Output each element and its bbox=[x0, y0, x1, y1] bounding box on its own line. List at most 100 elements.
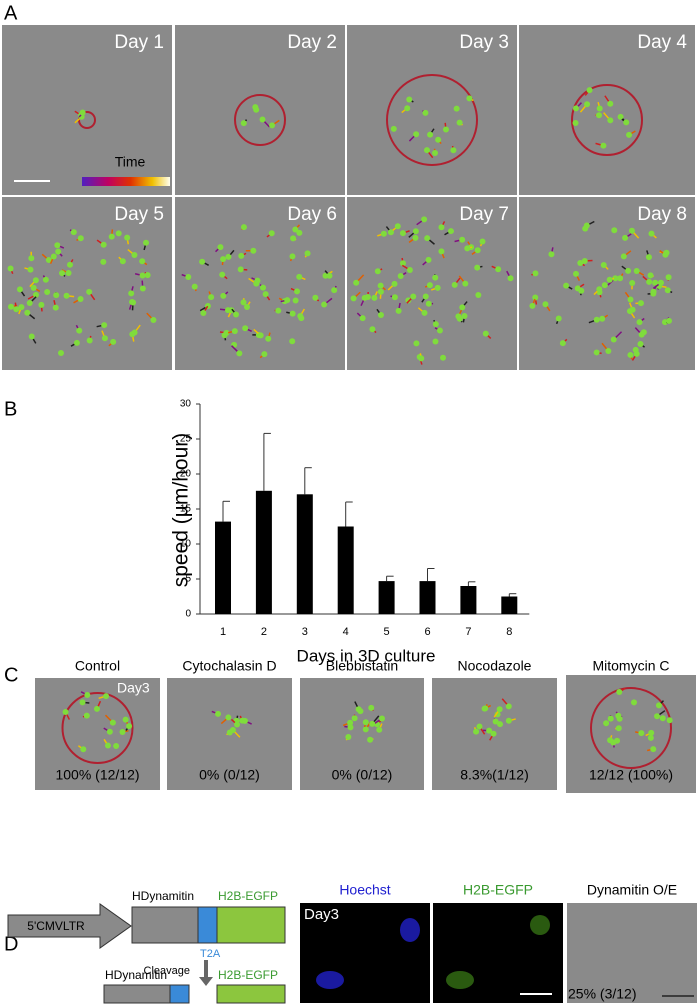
bar bbox=[378, 581, 395, 614]
cell bbox=[369, 720, 376, 727]
cell bbox=[638, 331, 645, 338]
cell bbox=[410, 293, 417, 300]
cell bbox=[432, 338, 439, 345]
cell bbox=[119, 258, 126, 265]
cell bbox=[462, 280, 469, 287]
cell bbox=[284, 297, 291, 304]
panel-label: D bbox=[4, 933, 18, 955]
cell bbox=[233, 311, 240, 318]
cell bbox=[647, 734, 654, 741]
image-day: Day3 bbox=[117, 680, 150, 696]
cell bbox=[646, 278, 653, 285]
cell bbox=[418, 355, 425, 362]
micrograph bbox=[566, 675, 696, 793]
gene-box bbox=[216, 906, 286, 944]
cell bbox=[412, 228, 419, 235]
panel-d: 5'CMVLTR HDynamitin H2B-EGFP T2A Cleavag… bbox=[7, 882, 697, 1004]
cell bbox=[626, 308, 633, 315]
gene-box bbox=[131, 906, 199, 944]
cell bbox=[474, 247, 481, 254]
cell bbox=[625, 267, 632, 274]
cell bbox=[507, 275, 514, 282]
cell bbox=[438, 224, 445, 231]
micrograph bbox=[300, 678, 424, 790]
cell bbox=[26, 300, 33, 307]
cell bbox=[240, 299, 247, 306]
cell bbox=[584, 101, 591, 108]
cell bbox=[220, 256, 227, 263]
cell bbox=[464, 245, 471, 252]
cell bbox=[185, 273, 192, 280]
cell bbox=[628, 227, 635, 234]
cell bbox=[548, 251, 555, 258]
y-tick-label: 0 bbox=[185, 609, 191, 620]
cell bbox=[596, 105, 603, 112]
cell bbox=[607, 117, 614, 124]
cell bbox=[27, 266, 34, 273]
cell bbox=[219, 271, 226, 278]
cell bbox=[615, 725, 622, 732]
cell bbox=[494, 711, 501, 718]
gene-label: HDynamitin bbox=[132, 889, 194, 903]
cell bbox=[405, 297, 412, 304]
cell bbox=[126, 723, 133, 730]
cell bbox=[257, 332, 264, 339]
cell bbox=[109, 719, 116, 726]
cell bbox=[461, 312, 468, 319]
cell bbox=[221, 332, 228, 339]
cell bbox=[601, 282, 608, 289]
cell bbox=[432, 274, 439, 281]
day-label: Day 2 bbox=[287, 32, 337, 53]
gene-box bbox=[103, 984, 171, 1004]
cell bbox=[425, 300, 432, 307]
time-legend: Time bbox=[115, 154, 146, 170]
cell bbox=[376, 726, 383, 733]
cell bbox=[605, 348, 612, 355]
cell bbox=[38, 301, 45, 308]
cell bbox=[243, 303, 250, 310]
cell bbox=[229, 726, 236, 733]
cell bbox=[371, 294, 378, 301]
cell bbox=[250, 247, 257, 254]
micrograph bbox=[175, 197, 345, 370]
cell bbox=[577, 260, 584, 267]
cell bbox=[650, 290, 657, 297]
x-axis-title: Days in 3D culture bbox=[297, 646, 436, 665]
cell bbox=[355, 706, 362, 713]
cell bbox=[65, 270, 72, 277]
cell bbox=[614, 737, 621, 744]
cell bbox=[505, 703, 512, 710]
cell bbox=[237, 266, 244, 273]
cell bbox=[24, 309, 31, 316]
cell bbox=[631, 699, 638, 706]
cell bbox=[131, 251, 138, 258]
cell bbox=[599, 315, 606, 322]
cell bbox=[616, 715, 623, 722]
linker-label: T2A bbox=[200, 948, 221, 960]
y-tick-label: 30 bbox=[180, 399, 192, 410]
cell bbox=[304, 250, 311, 257]
cell bbox=[128, 290, 135, 297]
cell bbox=[600, 142, 607, 149]
cell bbox=[262, 291, 269, 298]
promoter-label: 5'CMVLTR bbox=[27, 919, 85, 933]
x-tick-label: 5 bbox=[384, 626, 390, 638]
cell bbox=[220, 292, 227, 299]
bar bbox=[255, 490, 272, 614]
cell bbox=[261, 351, 268, 358]
cell bbox=[350, 295, 357, 302]
cell bbox=[296, 273, 303, 280]
treatment-result: 0% (0/12) bbox=[332, 767, 393, 783]
cell bbox=[268, 230, 275, 237]
cell bbox=[447, 228, 454, 235]
cell bbox=[496, 706, 503, 713]
cell bbox=[70, 229, 77, 236]
cell bbox=[54, 242, 61, 249]
cell bbox=[13, 306, 20, 313]
cell bbox=[666, 317, 673, 324]
cell bbox=[647, 272, 654, 279]
cell bbox=[345, 733, 352, 740]
cell bbox=[321, 301, 328, 308]
cell bbox=[638, 730, 645, 737]
cell bbox=[492, 718, 499, 725]
